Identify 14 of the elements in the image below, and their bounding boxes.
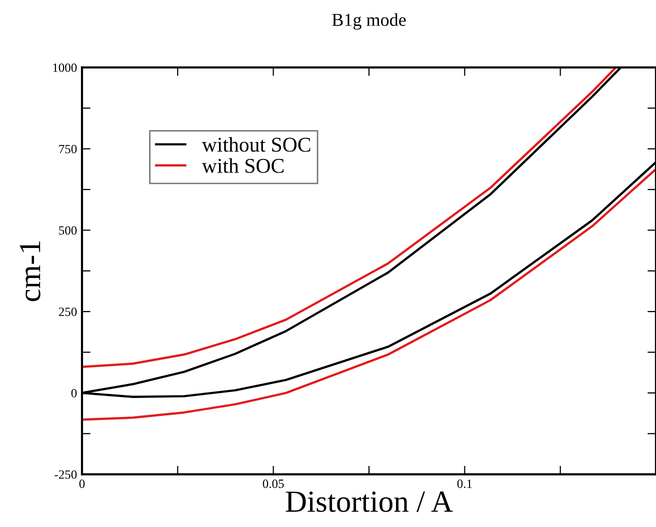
y-tick-label: 500 xyxy=(59,226,77,235)
chart-title: B1g mode xyxy=(332,13,406,30)
y-tick-label: 0 xyxy=(71,388,77,398)
x-tick-label: 0 xyxy=(79,480,85,488)
y-tick-label: 250 xyxy=(58,308,77,316)
y-tick-label: 750 xyxy=(59,144,77,154)
legend-label: with SOC xyxy=(202,158,284,173)
legend-label: without SOC xyxy=(202,137,310,152)
y-axis-title: cm-1 xyxy=(20,241,40,302)
y-tick-label: 1000 xyxy=(53,63,77,72)
y-tick-label: -250 xyxy=(54,470,77,479)
x-tick-label: 0.05 xyxy=(262,480,284,488)
x-tick-label: 0.1 xyxy=(457,480,472,488)
x-axis-title: Distortion / A xyxy=(286,491,453,512)
